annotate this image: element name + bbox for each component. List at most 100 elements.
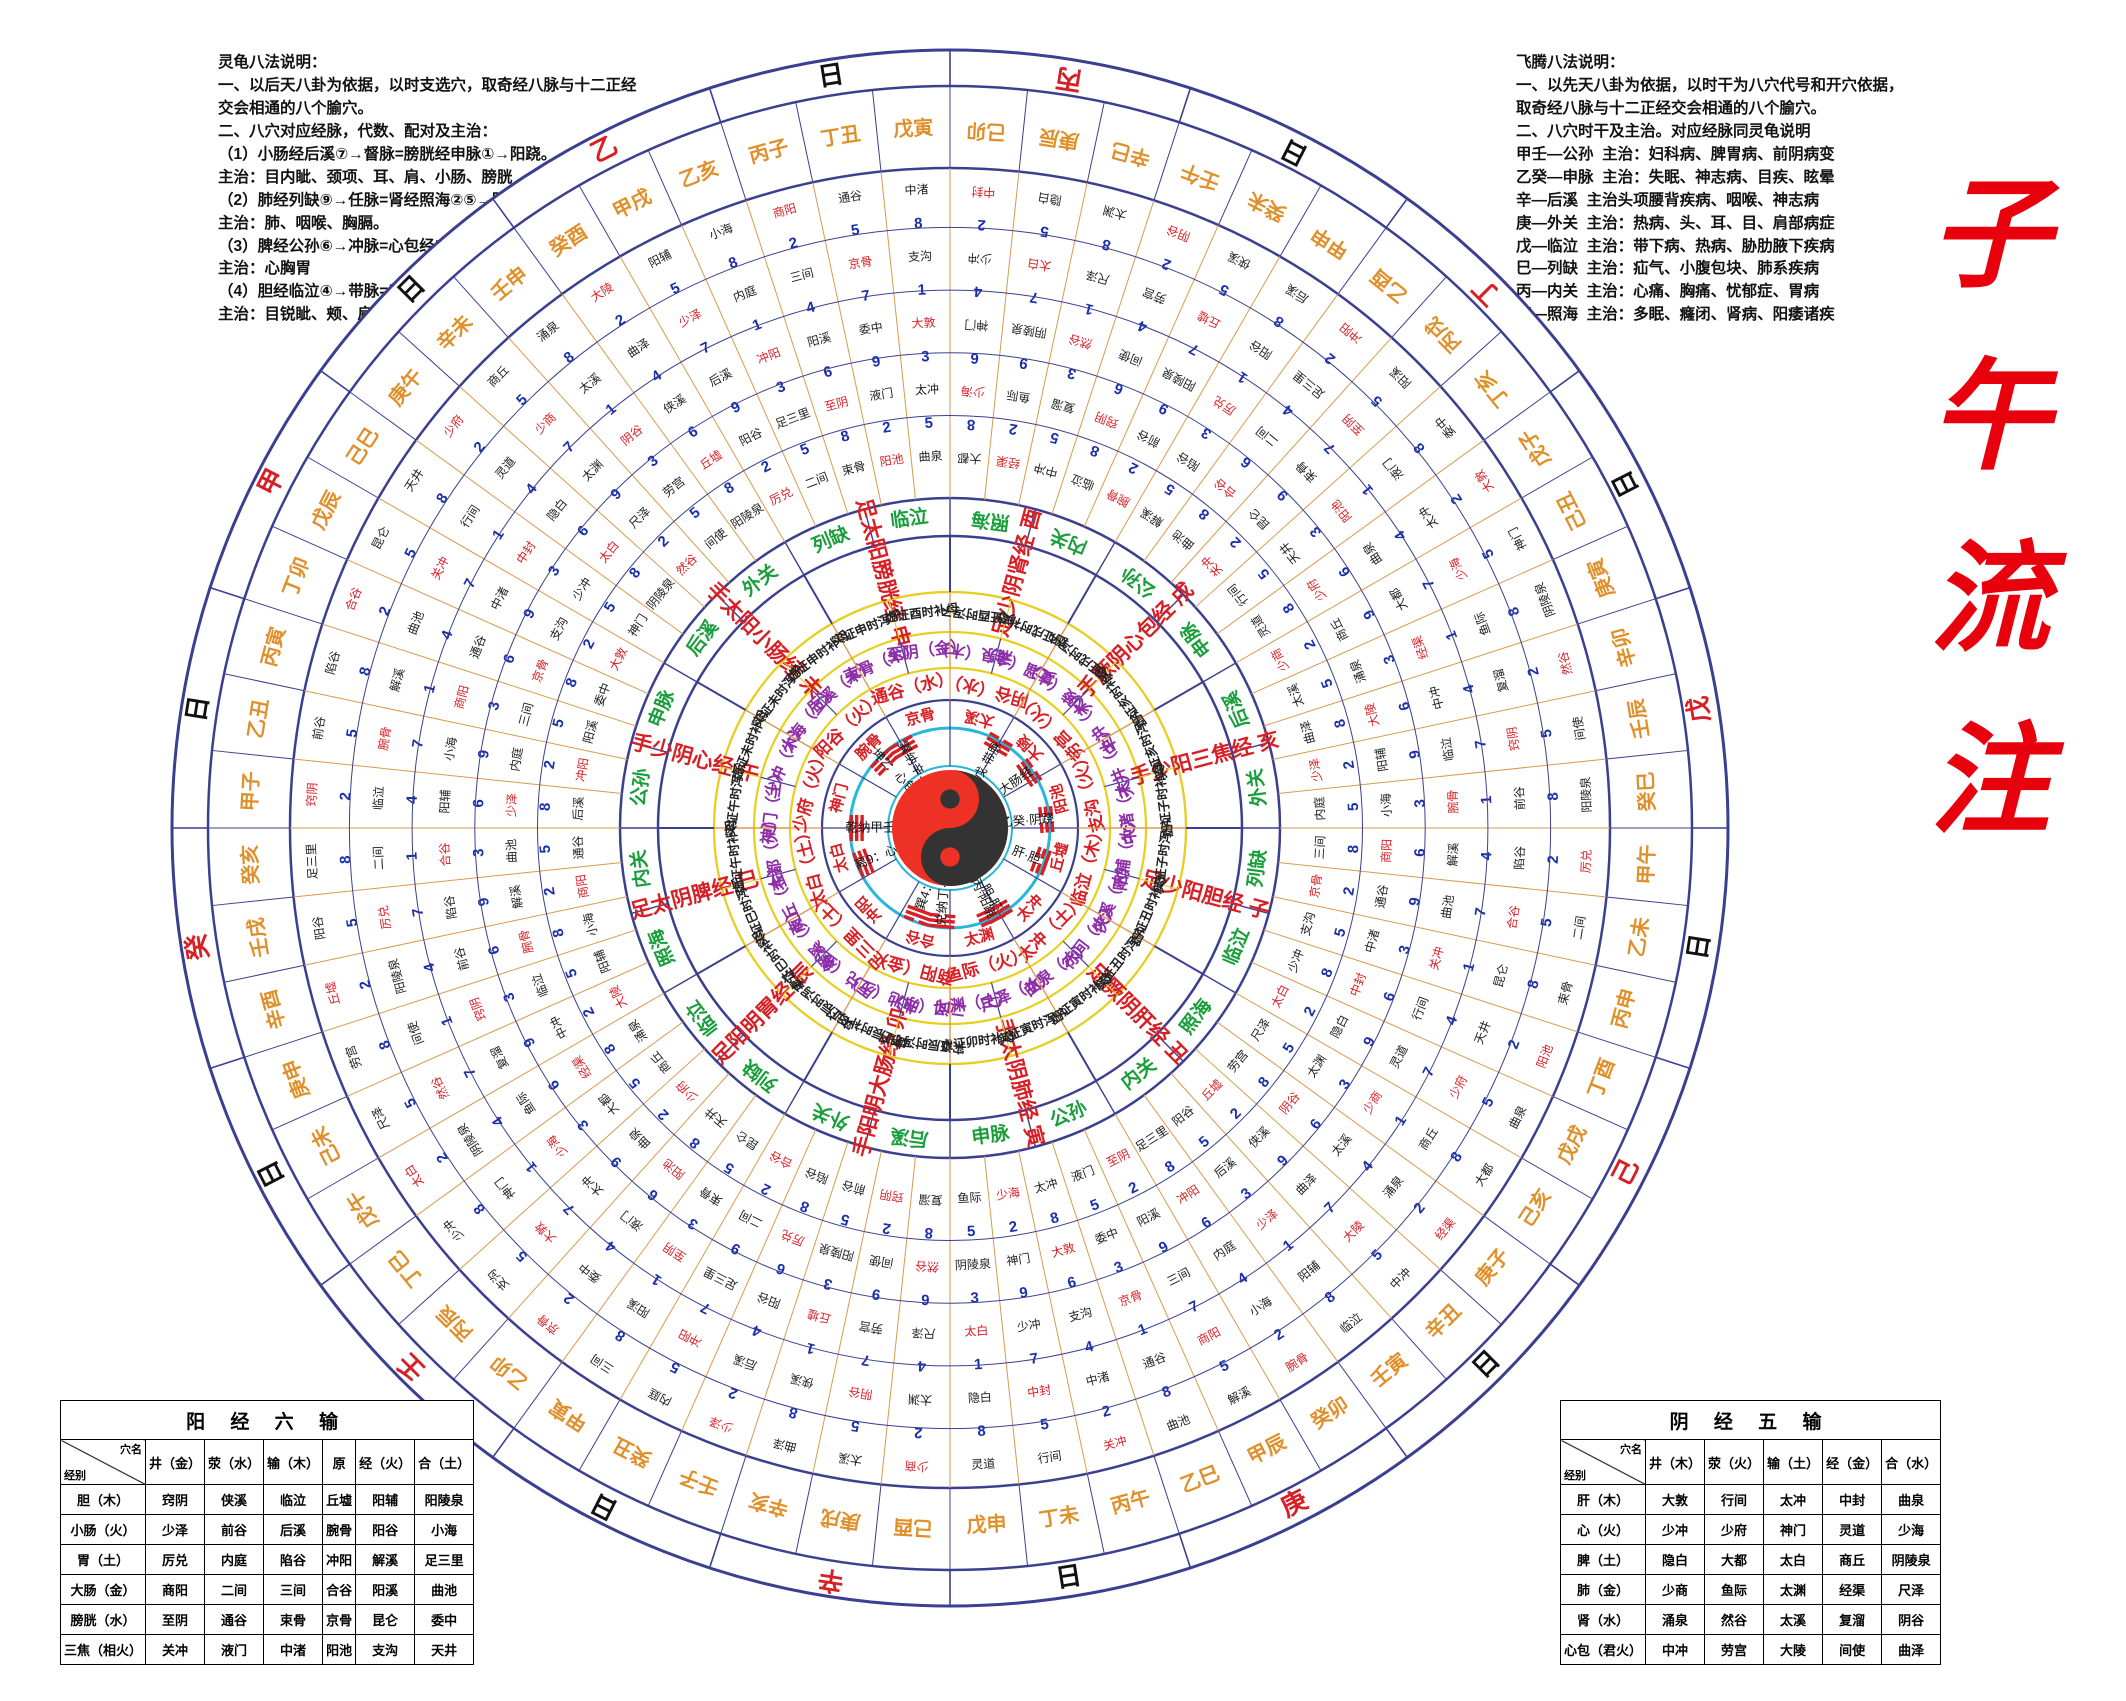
wheel-label: 阳溪	[806, 330, 833, 350]
wheel-label: 公孙	[627, 767, 654, 808]
wheel-label: 9	[1018, 1284, 1029, 1302]
wheel-label: 8	[914, 215, 923, 232]
table-cell: 少海	[1881, 1514, 1942, 1545]
wheel-label: 阳溪	[581, 718, 601, 745]
wheel-label: 小海	[580, 911, 601, 938]
table-cell: 昆仑	[355, 1604, 416, 1635]
wheel-label: 三间	[1312, 835, 1327, 860]
wheel-label: 7	[1029, 288, 1040, 306]
table-column-header: 经（火）	[355, 1439, 416, 1485]
calligraphy-char: 注	[1930, 710, 2050, 851]
wheel-label: 8	[924, 1224, 933, 1241]
table-column-header: 经（金）	[1822, 1439, 1883, 1485]
wheel-label: 丙	[1053, 63, 1083, 97]
wheel-label: 己卯	[966, 119, 1007, 144]
wheel-label: 中渚	[904, 181, 929, 197]
wheel-label: 中渚	[1361, 927, 1382, 954]
wheel-label: 太渊	[1101, 203, 1128, 224]
table-column-header: 输（木）	[263, 1439, 324, 1485]
wheel-label: 5	[1538, 917, 1556, 928]
table-cell: 束骨	[263, 1604, 324, 1635]
wheel-label: 丘墟	[323, 980, 343, 1007]
wheel-label: 阴谷	[848, 1384, 874, 1402]
table-cell: 二间	[204, 1574, 265, 1605]
wheel-label: 腕骨	[1445, 789, 1461, 814]
wheel-label: 9	[1018, 354, 1029, 372]
wheel-label: 阳谷	[310, 915, 328, 941]
wheel-label: 5	[1345, 802, 1362, 811]
note-line: 主治：心胸胃	[218, 260, 312, 278]
wheel-label: 大敦	[1049, 1239, 1076, 1260]
wheel-label: 三间	[516, 701, 536, 728]
wheel-label: 2	[1008, 420, 1019, 438]
wheel-label: 太冲	[1032, 1175, 1059, 1196]
wheel-label: 通谷	[837, 188, 863, 206]
table-cell: 大陵	[1763, 1634, 1824, 1665]
wheel-label: 前谷	[1511, 786, 1527, 811]
wheel-label: 9	[1406, 896, 1424, 907]
wheel-label: 商阳	[451, 683, 472, 710]
wheel-label: 小海	[1378, 793, 1394, 818]
wheel-label: 日	[1053, 1560, 1083, 1594]
wheel-label: 支沟	[1298, 910, 1318, 937]
wheel-label: 然谷	[915, 1259, 940, 1275]
table-header-row: 穴名 经别 井（木） 荥（火） 输（土） 经（金） 合（水）	[1559, 1439, 1942, 1485]
wheel-label: 1	[917, 282, 926, 299]
wheel-label: 大敦	[911, 315, 936, 331]
table-cell: 解溪	[355, 1544, 416, 1575]
wheel-label: 日	[180, 694, 214, 724]
wheel-label: 甲子	[239, 771, 263, 812]
table-row-header: 胆（木）	[59, 1484, 147, 1515]
wheel-label: 8	[337, 855, 354, 864]
table-cell: 鱼际	[1704, 1574, 1765, 1605]
table-column-header: 井（金）	[145, 1439, 206, 1485]
table-row-header: 心包（君火）	[1559, 1634, 1647, 1665]
note-line: 交会相通的八个腧穴。	[218, 99, 374, 117]
wheel-label: 5	[343, 917, 361, 928]
table-cell: 液门	[204, 1634, 265, 1665]
wheel-label: 曲泉	[918, 449, 943, 464]
wheel-label: 通谷	[571, 835, 586, 860]
wheel-label: 9	[475, 749, 493, 760]
wheel-label: 6	[921, 1291, 930, 1308]
table-cell: 太冲	[1763, 1484, 1824, 1515]
wheel-label: 9	[1406, 749, 1424, 760]
note-line: （2）肺经列缺⑨→任脉=肾经照海②⑤→阴跷。	[218, 191, 539, 209]
wheel-label: 7	[860, 287, 871, 305]
wheel-label: 2	[1545, 855, 1562, 864]
wheel-label: 5	[967, 1223, 976, 1240]
wheel-label: 甲午	[1633, 844, 1659, 885]
wheel-label: 然谷	[1555, 650, 1576, 677]
table-cell: 行间	[1704, 1484, 1765, 1515]
table-row-header: 肝（木）	[1559, 1484, 1647, 1515]
wheel-label: 尺泽	[1084, 267, 1111, 287]
table-cell: 大都	[1704, 1544, 1765, 1575]
table-cell: 曲泽	[1881, 1634, 1942, 1665]
wheel-label: 窍阴	[879, 1187, 905, 1206]
note-line: 戊—临泣 主治：带下病、热病、胁肋腋下疾病	[1516, 237, 1835, 255]
table-cell: 阳辅	[355, 1484, 416, 1515]
table-row: 胃（土） 厉兑 内庭 陷谷 冲阳 解溪 足三里	[59, 1544, 475, 1575]
table-cell: 大敦	[1645, 1484, 1706, 1515]
wheel-label: 9	[871, 353, 882, 371]
wheel-label: 3	[921, 348, 930, 365]
table-cell: 曲泉	[1881, 1484, 1942, 1515]
wheel-label: 阳辅	[1373, 747, 1391, 773]
table-cell: 曲池	[414, 1574, 475, 1605]
wheel-label: 2	[977, 216, 986, 233]
table-cell: 太渊	[1763, 1574, 1824, 1605]
table-cell: 少商	[1645, 1574, 1706, 1605]
wheel-label: 陷谷	[441, 894, 460, 920]
wheel-label: 7	[1472, 738, 1490, 749]
trigram-icon	[928, 912, 956, 930]
trigram-icon	[869, 747, 899, 777]
table-row: 大肠（金） 商阳 二间 三间 合谷 阳溪 曲池	[59, 1574, 475, 1605]
table-cell: 侠溪	[204, 1484, 265, 1515]
wheel-label: 阳池	[879, 452, 905, 470]
table-cell: 丘墟	[322, 1484, 357, 1515]
wheel-label: 6	[1411, 848, 1428, 857]
note-line: 辛—后溪 主治头项腰背疾病、咽喉、神志病	[1516, 191, 1820, 209]
table-column-header: 合（水）	[1881, 1439, 1942, 1485]
wheel-label: 己酉	[893, 1515, 934, 1539]
wheel-label: 二间	[1571, 915, 1589, 941]
